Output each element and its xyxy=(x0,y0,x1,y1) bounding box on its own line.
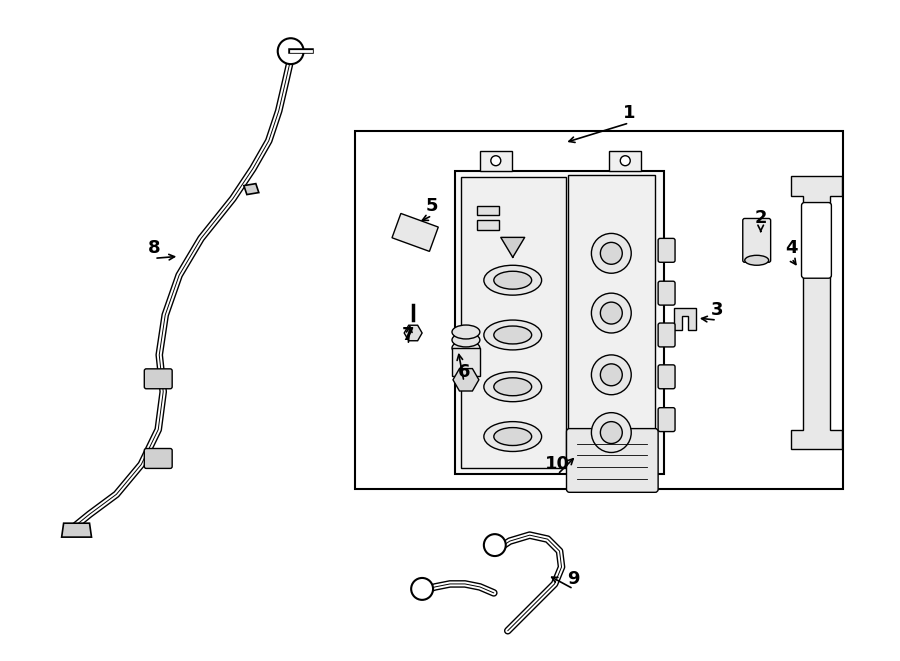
Bar xyxy=(477,206,499,215)
Ellipse shape xyxy=(452,341,480,355)
Circle shape xyxy=(591,233,631,273)
FancyBboxPatch shape xyxy=(742,219,770,262)
Polygon shape xyxy=(392,214,438,251)
Circle shape xyxy=(591,412,631,453)
Circle shape xyxy=(600,302,622,324)
Bar xyxy=(568,175,655,471)
FancyBboxPatch shape xyxy=(658,365,675,389)
Circle shape xyxy=(278,38,303,64)
Ellipse shape xyxy=(452,333,480,347)
FancyBboxPatch shape xyxy=(144,449,172,469)
Bar xyxy=(455,171,664,475)
Circle shape xyxy=(484,534,506,556)
Polygon shape xyxy=(61,524,92,537)
FancyBboxPatch shape xyxy=(658,239,675,262)
Ellipse shape xyxy=(484,320,542,350)
Polygon shape xyxy=(790,176,842,449)
Circle shape xyxy=(620,156,630,166)
Text: 10: 10 xyxy=(545,455,570,473)
Text: 1: 1 xyxy=(623,104,635,122)
Bar xyxy=(461,176,565,469)
Text: 7: 7 xyxy=(402,326,414,344)
Circle shape xyxy=(491,156,500,166)
Text: 6: 6 xyxy=(458,363,470,381)
Bar xyxy=(477,221,499,231)
Ellipse shape xyxy=(452,325,480,339)
Ellipse shape xyxy=(494,326,532,344)
Bar xyxy=(356,131,843,489)
Circle shape xyxy=(600,422,622,444)
Bar xyxy=(609,151,641,171)
FancyBboxPatch shape xyxy=(658,408,675,432)
Ellipse shape xyxy=(494,271,532,289)
Ellipse shape xyxy=(494,428,532,446)
Text: 2: 2 xyxy=(754,210,767,227)
Circle shape xyxy=(600,364,622,386)
Bar xyxy=(480,151,512,171)
Text: 3: 3 xyxy=(711,301,723,319)
Circle shape xyxy=(411,578,433,600)
FancyBboxPatch shape xyxy=(658,323,675,347)
Polygon shape xyxy=(500,237,525,257)
Ellipse shape xyxy=(484,422,542,451)
Circle shape xyxy=(591,355,631,395)
Ellipse shape xyxy=(484,372,542,402)
Circle shape xyxy=(591,293,631,333)
Text: 8: 8 xyxy=(148,239,160,257)
FancyBboxPatch shape xyxy=(566,428,658,492)
Circle shape xyxy=(600,243,622,264)
Ellipse shape xyxy=(745,255,769,265)
Text: 4: 4 xyxy=(786,239,797,257)
Polygon shape xyxy=(674,308,696,330)
Bar xyxy=(452,348,480,376)
Text: 9: 9 xyxy=(567,570,580,588)
Ellipse shape xyxy=(484,265,542,295)
FancyBboxPatch shape xyxy=(144,369,172,389)
Ellipse shape xyxy=(494,378,532,396)
Text: 5: 5 xyxy=(426,196,438,215)
FancyBboxPatch shape xyxy=(658,281,675,305)
FancyBboxPatch shape xyxy=(802,202,832,278)
Polygon shape xyxy=(244,184,259,194)
